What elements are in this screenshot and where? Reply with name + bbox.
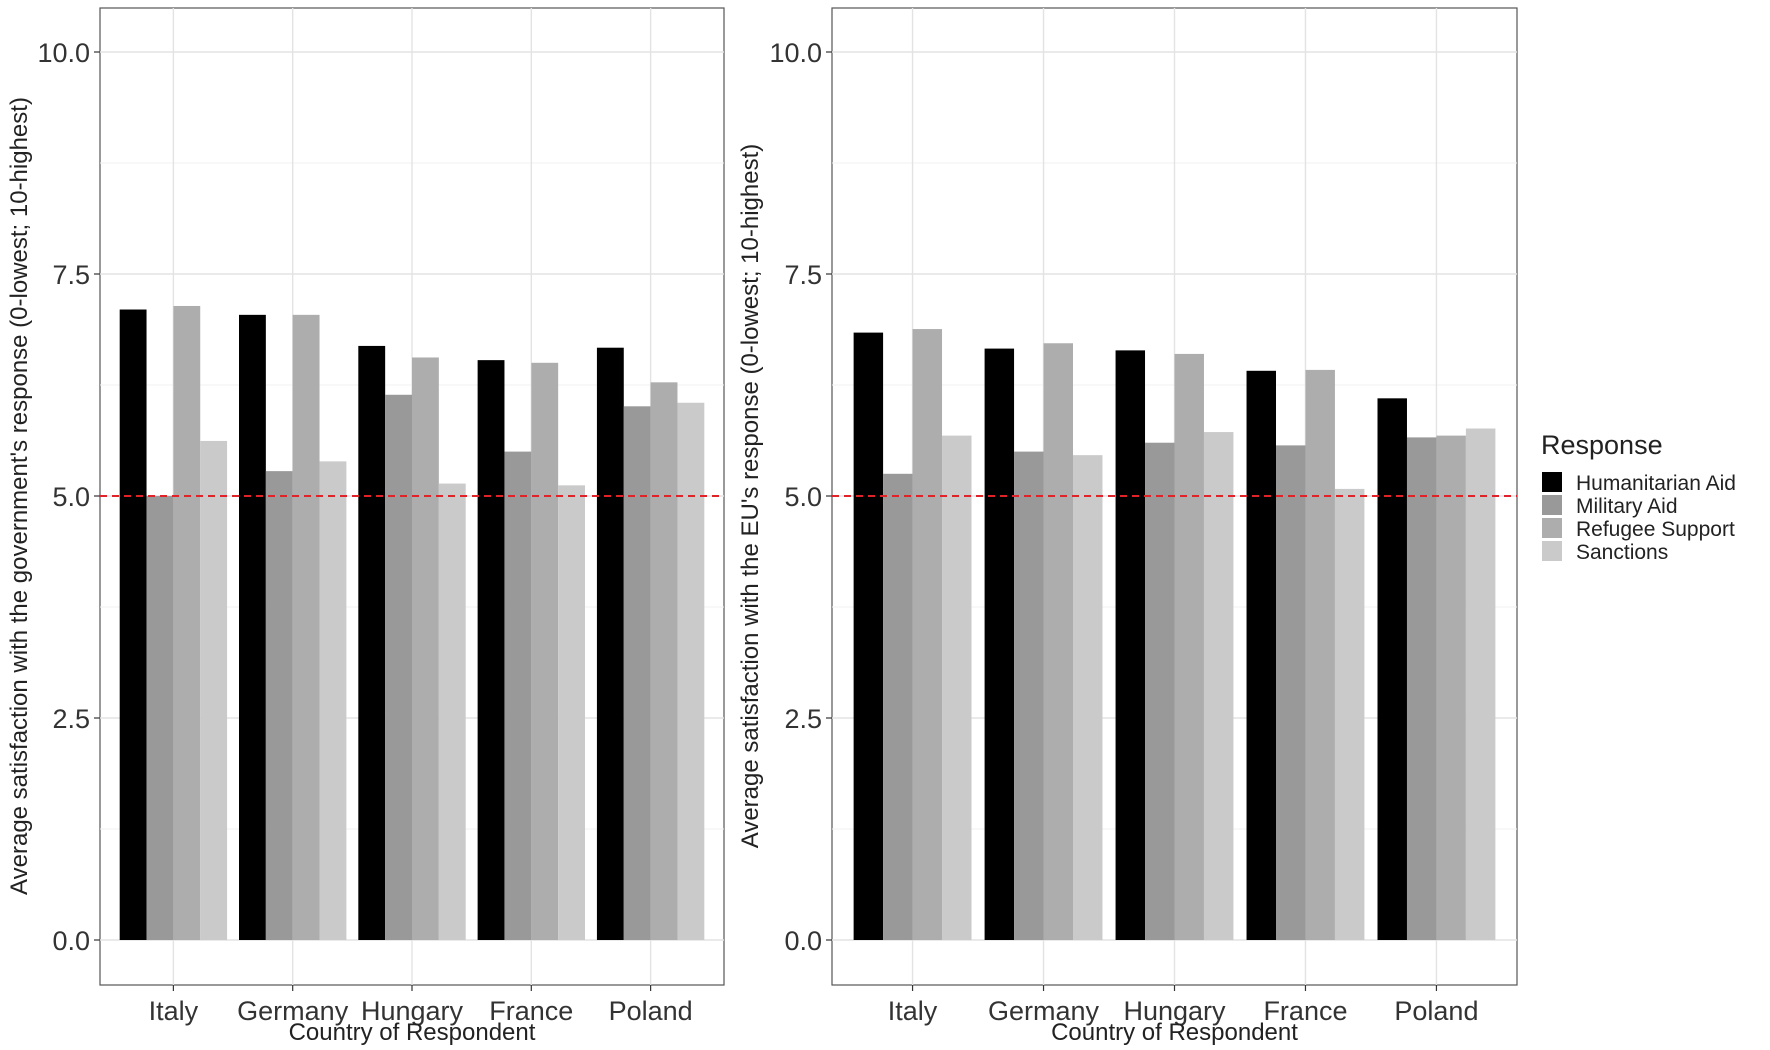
bar-italy-humanitarian-aid [853, 332, 884, 940]
bar-germany-humanitarian-aid [239, 314, 266, 940]
bar-france-military-aid [1276, 445, 1306, 940]
bar-france-sanctions [1334, 488, 1365, 940]
bar-italy-refugee-support [912, 329, 943, 940]
y-axis-title: Average satisfaction with the government… [6, 97, 33, 895]
bar-hungary-humanitarian-aid [358, 345, 386, 941]
legend-title: Response [1541, 430, 1663, 460]
bar-italy-refugee-support [173, 305, 201, 940]
x-tick-label-poland: Poland [609, 996, 693, 1026]
x-axis-title: Country of Respondent [1051, 1019, 1298, 1046]
bar-germany-military-aid [265, 471, 293, 940]
bar-hungary-military-aid [385, 394, 412, 940]
bar-germany-sanctions [1072, 455, 1103, 940]
bar-france-military-aid [504, 451, 532, 940]
y-tick-label-2-5: 2.5 [52, 704, 90, 734]
bar-poland-refugee-support [1436, 435, 1466, 940]
x-tick-label-germany: Germany [237, 996, 349, 1026]
x-tick-label-italy: Italy [149, 996, 199, 1026]
y-tick-label-7-5: 7.5 [52, 260, 90, 290]
bar-germany-humanitarian-aid [984, 348, 1015, 940]
bar-poland-humanitarian-aid [1377, 398, 1407, 940]
bar-poland-humanitarian-aid [596, 347, 624, 941]
x-tick-label-poland: Poland [1394, 996, 1478, 1026]
bar-france-refugee-support [531, 362, 559, 940]
bar-germany-military-aid [1014, 451, 1044, 940]
bar-france-sanctions [558, 485, 585, 940]
bar-italy-military-aid [883, 473, 913, 940]
bar-germany-refugee-support [292, 314, 320, 940]
y-tick-label-5-0: 5.0 [52, 482, 90, 512]
x-tick-label-germany: Germany [988, 996, 1100, 1026]
y-tick-label-0-0: 0.0 [52, 926, 90, 956]
y-tick-label-10-0: 10.0 [769, 38, 822, 68]
bar-hungary-military-aid [1145, 442, 1175, 940]
bar-poland-military-aid [623, 406, 651, 940]
bar-poland-sanctions [1465, 428, 1496, 940]
y-axis-title: Average satisfaction with the EU's respo… [737, 144, 764, 848]
bar-hungary-humanitarian-aid [1115, 350, 1146, 940]
legend: Response Humanitarian Aid Military Aid R… [1541, 430, 1736, 564]
legend-swatch-sanctions [1542, 541, 1562, 561]
y-tick-label-2-5: 2.5 [784, 704, 822, 734]
x-axis-title: Country of Respondent [289, 1019, 536, 1046]
legend-swatch-military-aid [1542, 495, 1562, 515]
bar-france-humanitarian-aid [477, 360, 505, 940]
panel-eu-response: 0.0 2.5 5.0 7.5 10.0 Italy Germany Hungary Franc… [737, 7, 1518, 1046]
legend-label-sanctions: Sanctions [1576, 541, 1668, 564]
bar-poland-sanctions [677, 402, 705, 940]
panel-government-response: 0.0 2.5 5.0 7.5 10.0 Italy Germany Hungary Franc… [6, 7, 725, 1046]
bar-germany-sanctions [319, 461, 347, 940]
x-tick-label-france: France [489, 996, 573, 1026]
legend-swatch-humanitarian-aid [1542, 472, 1562, 492]
bar-poland-military-aid [1406, 437, 1437, 940]
legend-label-humanitarian-aid: Humanitarian Aid [1576, 472, 1736, 495]
bar-poland-refugee-support [650, 382, 678, 940]
y-tick-label-7-5: 7.5 [784, 260, 822, 290]
legend-swatch-refugee-support [1542, 518, 1562, 538]
bar-italy-humanitarian-aid [119, 309, 147, 940]
bar-italy-sanctions [200, 440, 228, 940]
y-tick-label-5-0: 5.0 [784, 482, 822, 512]
bar-germany-refugee-support [1043, 343, 1073, 940]
bar-france-refugee-support [1305, 369, 1335, 940]
bar-hungary-refugee-support [1174, 353, 1204, 940]
bar-italy-military-aid [146, 496, 174, 940]
x-tick-label-italy: Italy [888, 996, 938, 1026]
bar-hungary-refugee-support [412, 357, 439, 940]
legend-label-military-aid: Military Aid [1576, 495, 1678, 518]
y-tick-label-10-0: 10.0 [37, 38, 90, 68]
y-tick-label-0-0: 0.0 [784, 926, 822, 956]
bar-france-humanitarian-aid [1246, 370, 1277, 940]
legend-label-refugee-support: Refugee Support [1576, 518, 1735, 541]
bar-hungary-sanctions [1203, 432, 1234, 940]
x-tick-label-france: France [1263, 996, 1347, 1026]
bar-italy-sanctions [942, 435, 972, 940]
bar-hungary-sanctions [438, 483, 466, 940]
x-tick-label-hungary: Hungary [1123, 996, 1226, 1026]
x-tick-label-hungary: Hungary [361, 996, 464, 1026]
